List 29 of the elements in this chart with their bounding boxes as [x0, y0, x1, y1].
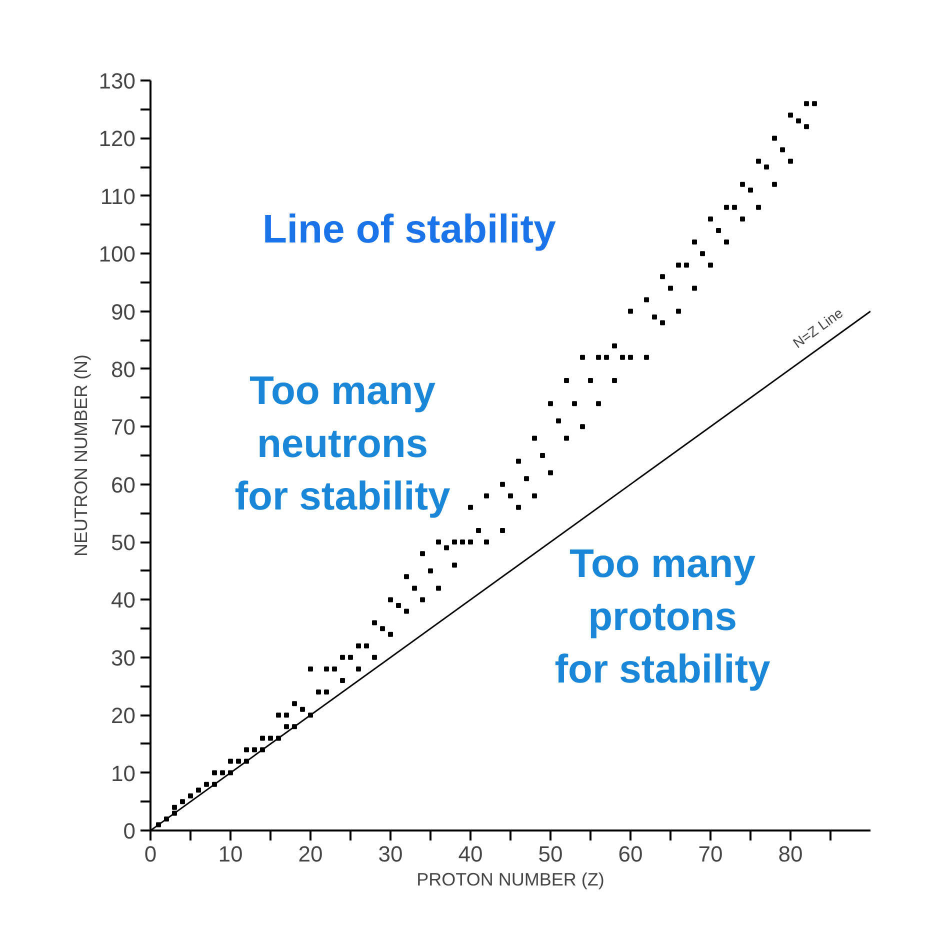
y-tick-label: 0	[123, 818, 136, 844]
y-tick-label: 70	[111, 414, 136, 440]
x-tick-label: 70	[698, 842, 723, 866]
x-tick-label: 0	[144, 842, 157, 866]
x-tick-label: 80	[778, 842, 803, 866]
y-tick-label: 50	[111, 530, 136, 556]
y-tick-label: 90	[111, 299, 136, 324]
x-tick-label: 60	[618, 842, 643, 866]
y-tick-label: 20	[111, 703, 136, 728]
x-axis-title: PROTON NUMBER (Z)	[416, 870, 604, 890]
annotation: N=Z Line	[790, 304, 846, 352]
y-tick-label: 110	[100, 184, 136, 209]
x-tick-label: 50	[538, 842, 563, 866]
x-tick-label: 20	[298, 842, 323, 866]
y-tick-label: 40	[111, 588, 136, 613]
x-tick-label: 30	[378, 842, 403, 866]
y-tick-label: 10	[111, 760, 136, 786]
y-tick-label: 30	[111, 645, 136, 670]
annotation: Too many neutrons for stability	[234, 368, 452, 519]
y-tick-label: 100	[98, 242, 136, 267]
annotation: Line of stability	[262, 207, 557, 252]
annotation: Too many protons for stability	[554, 542, 772, 692]
y-tick-label: 60	[111, 472, 136, 498]
y-tick-label: 130	[98, 68, 136, 94]
y-tick-label: 120	[98, 126, 136, 152]
y-axis-title: NEUTRON NUMBER (N)	[70, 354, 91, 556]
y-tick-label: 80	[111, 356, 136, 382]
x-tick-label: 40	[458, 842, 483, 866]
x-tick-label: 10	[218, 842, 243, 866]
